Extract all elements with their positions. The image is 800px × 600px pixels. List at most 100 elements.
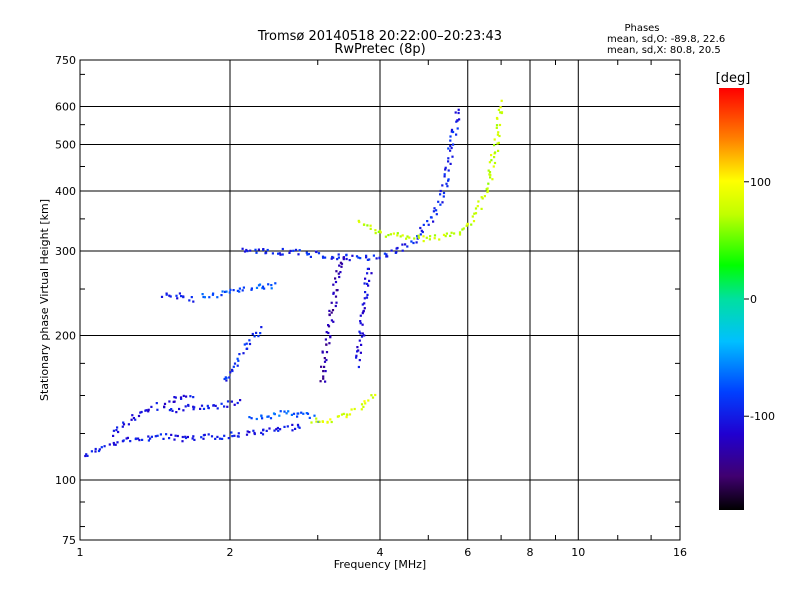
data-point	[137, 437, 140, 440]
data-point	[366, 293, 369, 296]
colorbar-tick-label: 100	[750, 176, 771, 189]
data-point	[225, 379, 228, 382]
data-point	[86, 454, 89, 457]
y-tick-label: 500	[55, 139, 76, 152]
data-point	[192, 396, 195, 399]
data-point	[339, 261, 342, 264]
data-point	[173, 400, 176, 403]
data-point	[447, 178, 450, 181]
data-point	[337, 253, 340, 256]
data-point	[186, 435, 189, 439]
data-point	[112, 434, 115, 437]
data-point	[429, 216, 433, 219]
data-point	[458, 118, 461, 121]
data-point	[362, 309, 365, 312]
data-point	[242, 352, 245, 355]
data-point	[232, 365, 235, 368]
axis-ticks: 1 2 4 6 8 10 16 75 100 200 300 400 500 600 750	[55, 54, 687, 559]
data-point	[346, 413, 349, 416]
data-point	[360, 343, 363, 346]
data-point	[257, 335, 260, 338]
data-point	[323, 357, 326, 360]
data-point	[171, 409, 174, 412]
data-point	[261, 287, 264, 290]
y-tick-label: 750	[55, 54, 76, 67]
data-point	[156, 408, 159, 411]
data-point	[165, 293, 168, 296]
data-point	[441, 201, 444, 204]
data-point	[173, 396, 176, 399]
data-point	[313, 414, 316, 417]
data-point	[366, 267, 369, 270]
data-point	[182, 409, 185, 412]
data-point	[456, 127, 459, 130]
data-point	[208, 296, 211, 299]
data-point	[200, 404, 204, 407]
data-point	[291, 429, 294, 432]
data-point	[493, 156, 496, 159]
data-point	[327, 331, 330, 335]
data-point	[162, 437, 165, 440]
data-point	[245, 433, 249, 436]
data-point	[374, 229, 377, 232]
data-point	[496, 133, 499, 136]
data-point	[277, 429, 280, 432]
data-point	[356, 346, 359, 349]
data-point	[302, 412, 305, 415]
data-point	[154, 435, 157, 438]
data-point	[327, 325, 331, 328]
data-point	[288, 251, 291, 254]
data-point	[150, 405, 153, 408]
data-point	[184, 436, 188, 440]
data-point	[453, 232, 456, 235]
data-point	[318, 420, 321, 423]
data-point	[452, 130, 455, 134]
data-point	[169, 295, 172, 298]
data-point	[331, 309, 335, 312]
data-point	[212, 292, 215, 295]
data-point	[117, 430, 120, 434]
data-point	[480, 196, 483, 199]
data-point	[449, 139, 452, 142]
data-point	[132, 417, 135, 420]
data-point	[225, 376, 228, 380]
data-point	[480, 207, 483, 210]
data-point	[363, 334, 366, 337]
data-point	[353, 407, 356, 411]
data-point	[419, 233, 422, 236]
data-point	[184, 435, 187, 438]
data-point	[322, 375, 325, 378]
data-point	[368, 279, 371, 282]
data-point	[192, 300, 195, 303]
data-point	[297, 412, 300, 415]
data-point	[130, 418, 133, 421]
data-point	[366, 282, 369, 285]
data-point	[267, 415, 270, 418]
data-point	[444, 235, 447, 238]
data-point	[441, 184, 444, 187]
data-point	[416, 237, 419, 240]
data-point	[355, 354, 358, 357]
data-point	[187, 403, 190, 407]
colorbar-tick-label: -100	[750, 410, 775, 423]
data-point	[345, 253, 348, 256]
data-point	[122, 423, 126, 426]
data-point	[359, 351, 362, 354]
data-point	[206, 404, 209, 407]
data-point	[211, 293, 214, 296]
data-point	[422, 235, 425, 238]
data-point	[439, 193, 442, 196]
data-point	[383, 252, 386, 255]
data-point	[500, 99, 503, 102]
data-point	[444, 166, 447, 169]
data-point	[182, 296, 185, 299]
data-point	[265, 429, 268, 432]
data-point	[147, 439, 150, 442]
data-point	[357, 349, 360, 352]
data-point	[294, 248, 298, 251]
data-point	[140, 410, 143, 414]
data-point	[359, 320, 362, 323]
data-point	[435, 209, 438, 212]
data-point	[230, 431, 233, 434]
data-point	[374, 232, 377, 235]
